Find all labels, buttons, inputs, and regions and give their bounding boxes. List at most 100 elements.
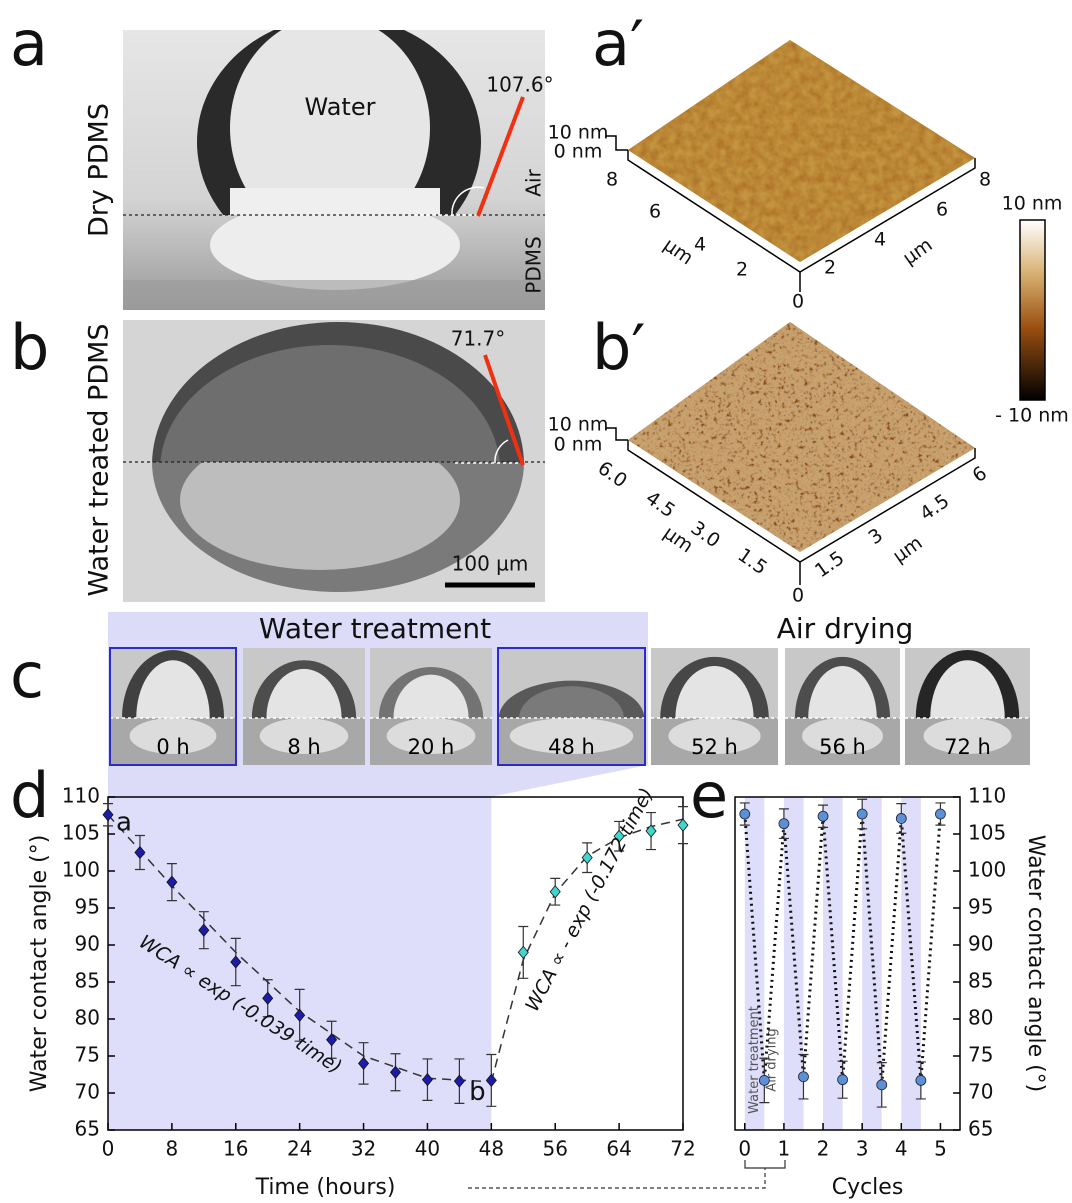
data-point [550, 886, 560, 898]
medium-label: Air [522, 168, 546, 196]
contact-angle: 71.7° [451, 327, 506, 351]
side-label: Dry PDMS [84, 103, 115, 237]
y-tick-label: 80 [75, 1006, 100, 1030]
axis-tick: 2 [824, 257, 836, 279]
annotation: b [469, 1077, 486, 1107]
x-tick-label: 1 [778, 1137, 791, 1161]
y-tick-label: 75 [968, 1043, 993, 1067]
x-tick-label: 2 [817, 1137, 830, 1161]
y-tick-label: 75 [75, 1043, 100, 1067]
x-axis-label: Time (hours) [255, 1175, 396, 1200]
axis-tick: 3 [864, 524, 887, 549]
frame-time: 48 h [548, 735, 595, 759]
data-point [798, 1072, 808, 1082]
x-tick-label: 0 [738, 1137, 751, 1161]
y-tick-label: 110 [62, 784, 100, 808]
annotation: WCA ∝ - exp (-0.172 time) [521, 784, 658, 1015]
group-label: Air drying [777, 612, 914, 645]
colorbar-label: - 10 nm [995, 405, 1069, 427]
x-axis-label: Cycles [832, 1175, 904, 1200]
afm-a: 10 nm 0 nm 8 6 4 2 µm 2 4 6 8 µm 0 [548, 40, 991, 313]
x-tick-label: 40 [415, 1137, 440, 1161]
frame-time: 0 h [156, 735, 189, 759]
panel-label: a′ [592, 7, 644, 80]
y-tick-label: 70 [75, 1080, 100, 1104]
x-tick-label: 32 [351, 1137, 376, 1161]
data-point [916, 1075, 926, 1085]
colorbar: 10 nm - 10 nm [995, 193, 1069, 427]
data-point [759, 1075, 769, 1085]
data-point [779, 819, 789, 829]
y-tick-label: 85 [75, 969, 100, 993]
axis-unit: µm [899, 234, 937, 270]
x-tick-label: 56 [542, 1137, 567, 1161]
data-point [646, 825, 656, 837]
data-point [838, 1075, 848, 1085]
x-tick-label: 4 [895, 1137, 908, 1161]
axis-origin: 0 [792, 291, 804, 313]
y-tick-label: 100 [62, 858, 100, 882]
axis-tick: 3.0 [687, 517, 724, 552]
axis-tick: 6 [968, 462, 991, 487]
y-tick-label: 95 [968, 895, 993, 919]
axis-tick: 6 [649, 201, 661, 223]
axis-origin: 0 [792, 585, 804, 607]
band-label: Water treatment [747, 1006, 762, 1114]
drop-label: Water [305, 93, 376, 121]
photo-a: 107.6° Water Air PDMS [123, 16, 554, 310]
y-tick-label: 70 [968, 1080, 993, 1104]
data-point [935, 809, 945, 819]
x-tick-label: 5 [934, 1137, 947, 1161]
axis-tick: 4.5 [916, 490, 953, 525]
y-tick-label: 100 [968, 858, 1006, 882]
panel-label: c [10, 639, 44, 712]
y-tick-label: 85 [968, 969, 993, 993]
y-tick-label: 90 [968, 932, 993, 956]
data-point [818, 811, 828, 821]
data-point [678, 819, 688, 831]
axis-tick: 6 [936, 199, 948, 221]
height-label: 0 nm [554, 434, 603, 456]
panel-label: b′ [592, 311, 645, 384]
y-axis-label: Water contact angle (°) [27, 835, 52, 1093]
data-point [877, 1080, 887, 1090]
x-tick-label: 0 [102, 1137, 115, 1161]
data-point [582, 852, 592, 864]
panel-label: d [10, 759, 49, 832]
frame-time: 56 h [819, 735, 866, 759]
scale-bar-label: 100 µm [452, 552, 529, 576]
medium-label: PDMS [522, 236, 546, 293]
axis-connector [468, 1160, 785, 1188]
y-tick-label: 65 [968, 1117, 993, 1141]
x-tick-label: 8 [166, 1137, 179, 1161]
axis-tick: 4.5 [642, 487, 679, 522]
panel-label: e [690, 759, 728, 832]
x-tick-label: 24 [287, 1137, 312, 1161]
panel-label: b [10, 311, 49, 384]
data-point [518, 946, 528, 958]
figure: a a′ b b′ c d e 107.6° Water Air PDMS Dr… [0, 0, 1072, 1203]
colorbar-label: 10 nm [1002, 193, 1063, 215]
axis-tick: 8 [979, 169, 991, 191]
y-tick-label: 65 [75, 1117, 100, 1141]
data-point [740, 809, 750, 819]
x-tick-label: 64 [606, 1137, 631, 1161]
annotation: a [116, 807, 132, 837]
y-tick-label: 110 [968, 784, 1006, 808]
group-label: Water treatment [259, 612, 491, 645]
frame-time: 72 h [944, 735, 991, 759]
data-point [896, 813, 906, 823]
axis-unit: µm [889, 532, 927, 568]
y-tick-label: 105 [968, 821, 1006, 845]
height-label: 0 nm [554, 141, 603, 163]
axis-tick: 2 [736, 259, 748, 281]
contact-angle: 107.6° [486, 73, 553, 97]
frame-time: 52 h [691, 735, 738, 759]
panel-label: a [10, 7, 48, 80]
x-tick-label: 72 [670, 1137, 695, 1161]
x-tick-label: 48 [479, 1137, 504, 1161]
frame-time: 20 h [408, 735, 455, 759]
y-tick-label: 105 [62, 821, 100, 845]
treatment-connector [108, 765, 648, 797]
